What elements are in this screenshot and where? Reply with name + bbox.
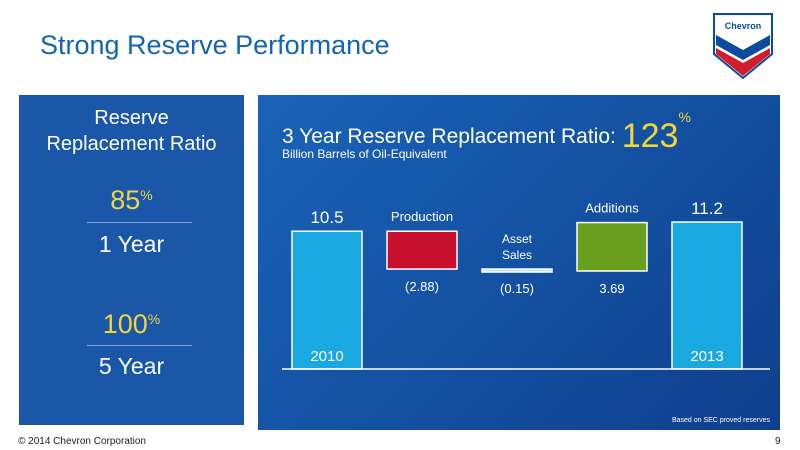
- chart-highlight-value: 123: [621, 117, 679, 155]
- category-label-2010: 2010: [310, 348, 343, 365]
- page-number: 9: [775, 436, 781, 447]
- category-label-production: Production: [391, 209, 453, 224]
- value-label-additions: 3.69: [599, 281, 624, 296]
- chart-footnote: Based on SEC proved reserves: [671, 417, 770, 424]
- slide-title: Strong Reserve Performance: [40, 30, 390, 60]
- reserve-ratio-title-line1: Reserve: [94, 107, 169, 129]
- bar-2013: [671, 221, 743, 370]
- waterfall-chart: 10.5 2010 (2.88) Production (0.15) Asset Sales…: [282, 199, 770, 370]
- chart-highlight-unit: %: [678, 109, 691, 125]
- value-label-production: (2.88): [405, 279, 439, 294]
- chart-subtitle: Billion Barrels of Oil-Equivalent: [282, 147, 447, 161]
- value-label-asset-sales: (0.15): [500, 281, 534, 296]
- bar-production: [386, 230, 458, 270]
- chart-title: 3 Year Reserve Replacement Ratio: 123%: [282, 109, 691, 155]
- reserve-ratio-title-line2: Replacement Ratio: [46, 133, 217, 155]
- one-year-ratio-value: 85: [110, 185, 141, 215]
- waterfall-chart-panel: 3 Year Reserve Replacement Ratio: 123% B…: [258, 95, 780, 430]
- chevron-logo: Chevron: [712, 12, 774, 80]
- chart-title-text: 3 Year Reserve Replacement Ratio:: [282, 125, 616, 148]
- category-label-asset-sales-line1: Asset: [502, 232, 533, 246]
- category-label-2013: 2013: [690, 348, 723, 365]
- bar-asset-sales: [481, 268, 553, 273]
- bar-additions: [576, 221, 648, 272]
- value-label-2013: 11.2: [691, 199, 723, 218]
- one-year-label: 1 Year: [98, 231, 165, 257]
- one-year-ratio: 85%: [19, 185, 244, 216]
- bar-2010: [291, 230, 363, 370]
- reserve-ratio-title: Reserve Replacement Ratio: [19, 105, 244, 157]
- five-year-ratio-unit: %: [147, 311, 161, 327]
- five-year-ratio-value: 100: [102, 309, 148, 339]
- logo-wordmark: Chevron: [724, 21, 762, 31]
- category-label-asset-sales-line2: Sales: [502, 248, 532, 262]
- category-label-additions: Additions: [585, 201, 639, 216]
- reserve-ratio-panel: Reserve Replacement Ratio 85% 1 Year 100…: [19, 95, 244, 425]
- chevron-logo-icon: [713, 13, 773, 80]
- copyright-footer: © 2014 Chevron Corporation: [18, 436, 146, 447]
- five-year-ratio: 100%: [19, 309, 244, 340]
- one-year-ratio-unit: %: [140, 187, 153, 203]
- one-year-divider: [87, 222, 192, 223]
- five-year-divider: [87, 345, 192, 346]
- five-year-label: 5 Year: [98, 353, 165, 379]
- value-label-2010: 10.5: [310, 208, 343, 227]
